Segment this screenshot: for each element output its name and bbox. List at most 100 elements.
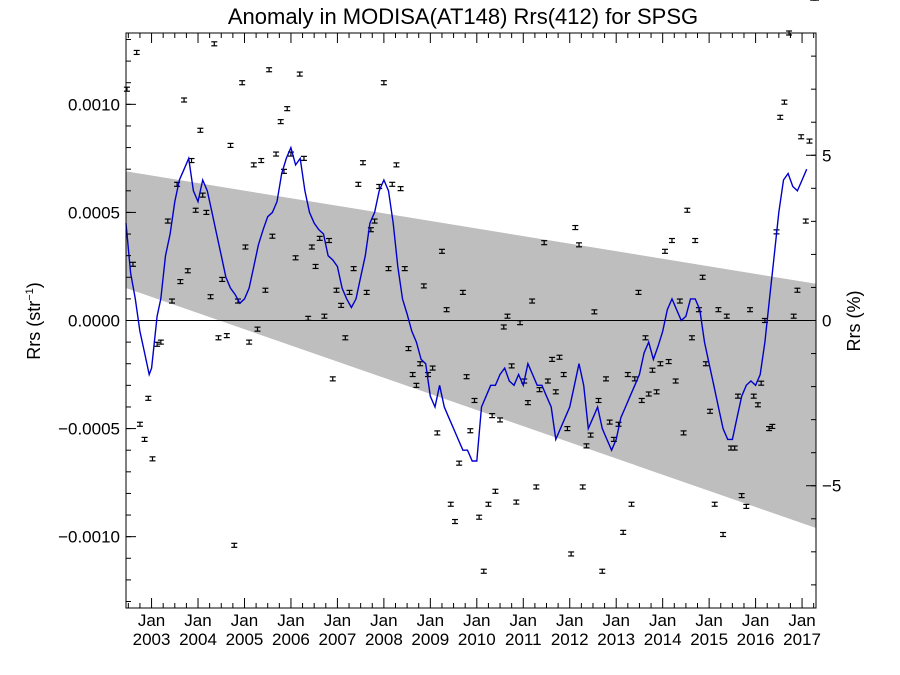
data-point <box>680 430 687 436</box>
smoothed-series-line <box>125 145 808 462</box>
data-point <box>798 134 805 140</box>
data-point <box>500 324 507 330</box>
y2-tick-label: 0 <box>822 312 831 331</box>
x-tick-year: 2015 <box>690 630 728 649</box>
data-point <box>606 419 613 425</box>
data-point <box>599 568 606 574</box>
data-point <box>215 335 222 341</box>
x-tick-month: Jan <box>184 611 211 630</box>
data-point <box>572 224 579 231</box>
data-point <box>766 425 773 432</box>
data-point <box>277 119 284 125</box>
data-point <box>676 298 683 304</box>
data-point <box>653 389 660 395</box>
data-point <box>734 393 741 399</box>
data-point <box>467 428 474 434</box>
data-point <box>794 287 801 293</box>
data-point <box>463 374 470 380</box>
left-y-axis-label-close: ) <box>24 282 44 288</box>
x-tick-year: 2005 <box>226 630 264 649</box>
data-point <box>715 307 722 313</box>
data-point <box>417 361 424 367</box>
y-tick-label: 0.0010 <box>68 95 120 114</box>
y2-tick-label: −5 <box>822 477 841 496</box>
data-point <box>564 425 571 432</box>
data-point <box>552 389 559 395</box>
data-point <box>231 542 238 548</box>
data-point <box>754 402 761 408</box>
data-point <box>136 421 143 427</box>
chart-title: Anomaly in MODISA(AT148) Rrs(412) for SP… <box>228 4 698 29</box>
x-tick-year: 2007 <box>319 630 357 649</box>
data-point <box>346 289 353 295</box>
data-point <box>591 309 598 315</box>
y2-tick-label: 5 <box>822 146 831 165</box>
data-point <box>154 341 161 347</box>
data-point <box>657 361 664 367</box>
x-tick-month: Jan <box>324 611 351 630</box>
data-point <box>628 501 635 507</box>
data-point <box>338 302 345 308</box>
data-point <box>447 501 454 507</box>
data-point <box>707 408 714 414</box>
data-point <box>720 531 727 538</box>
data-point <box>197 127 204 133</box>
data-point <box>504 313 511 319</box>
x-tick-month: Jan <box>695 611 722 630</box>
data-point <box>434 430 441 436</box>
data-point <box>262 287 269 293</box>
x-tick-year: 2011 <box>505 630 542 649</box>
left-y-axis-label-base: Rrs (str <box>24 301 44 360</box>
x-tick-month: Jan <box>742 611 769 630</box>
data-point <box>227 142 234 149</box>
data-point <box>645 391 652 397</box>
data-point <box>223 333 230 339</box>
data-point <box>485 501 492 507</box>
data-point <box>769 423 776 430</box>
data-point <box>533 484 540 490</box>
data-point <box>401 266 408 272</box>
data-point <box>544 378 551 384</box>
data-point <box>649 367 656 373</box>
x-tick-month: Jan <box>138 611 165 630</box>
data-point <box>326 237 333 244</box>
data-point <box>806 138 813 144</box>
data-point <box>699 274 706 280</box>
data-point <box>747 307 754 313</box>
data-point <box>489 413 496 419</box>
x-tick-year: 2009 <box>411 630 449 649</box>
data-point <box>576 242 583 248</box>
data-point <box>219 276 226 283</box>
data-point <box>624 371 631 378</box>
x-tick-year: 2008 <box>365 630 403 649</box>
data-point <box>312 263 319 270</box>
data-point <box>359 160 366 166</box>
data-point <box>731 445 738 451</box>
data-point <box>284 106 291 112</box>
data-point <box>568 551 575 557</box>
x-tick-month: Jan <box>277 611 304 630</box>
data-point <box>246 339 253 345</box>
x-tick-month: Jan <box>370 611 397 630</box>
x-tick-month: Jan <box>417 611 444 630</box>
data-point <box>149 456 156 462</box>
data-point <box>777 114 784 120</box>
x-tick-year: 2017 <box>783 630 821 649</box>
x-tick-month: Jan <box>788 611 815 630</box>
data-point <box>492 488 499 494</box>
x-tick-month: Jan <box>463 611 490 630</box>
data-point <box>524 400 531 406</box>
data-point <box>536 387 543 393</box>
x-tick-year: 2016 <box>737 630 775 649</box>
x-tick-month: Jan <box>510 611 537 630</box>
data-point <box>471 397 478 404</box>
data-point <box>583 443 590 449</box>
data-point <box>508 363 515 369</box>
data-point <box>207 294 214 300</box>
data-point <box>363 289 370 295</box>
data-point <box>254 326 261 332</box>
data-point <box>355 181 362 187</box>
x-tick-year: 2006 <box>272 630 310 649</box>
x-axis: Jan2003Jan2004Jan2005Jan2006Jan2007Jan20… <box>127 33 821 649</box>
